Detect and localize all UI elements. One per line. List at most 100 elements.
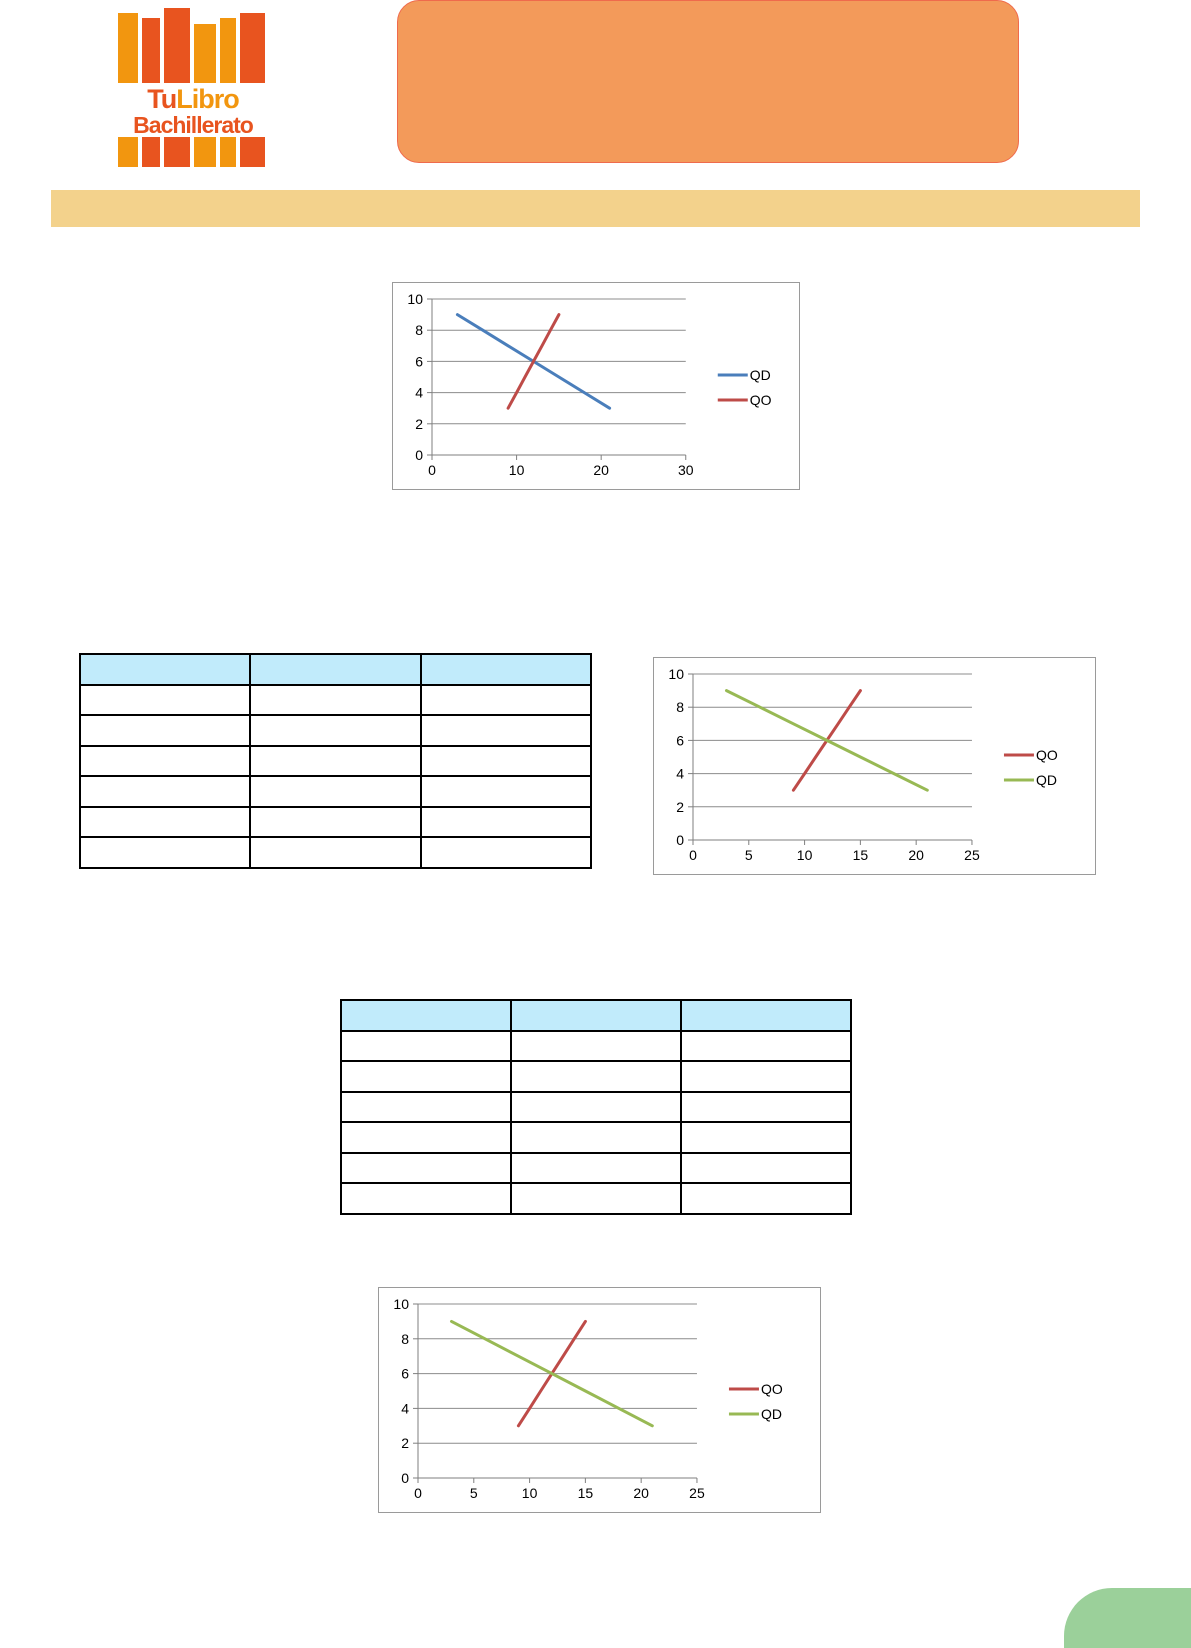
x-tick-label: 15 (853, 847, 869, 863)
x-tick-label: 0 (428, 462, 436, 478)
table-cell (340, 1182, 512, 1215)
y-tick-label: 8 (676, 699, 684, 715)
x-tick-label: 10 (522, 1485, 538, 1501)
logo-libro: Libro (176, 84, 239, 114)
x-tick-label: 0 (689, 847, 697, 863)
y-tick-label: 10 (407, 291, 423, 307)
section-band (51, 190, 1140, 227)
x-tick-label: 20 (908, 847, 924, 863)
page-number-tab (1064, 1588, 1191, 1648)
table-cell (249, 683, 422, 717)
legend-label: QD (761, 1406, 782, 1422)
logo-book-bar (220, 18, 236, 83)
table-cell (419, 775, 593, 808)
title-box (397, 0, 1019, 163)
table-cell (249, 744, 422, 778)
y-tick-label: 2 (401, 1435, 409, 1451)
table-cell (510, 1121, 682, 1154)
table-cell (419, 805, 593, 839)
y-tick-label: 4 (676, 766, 684, 782)
table-row (340, 1182, 852, 1215)
x-tick-label: 20 (593, 462, 609, 478)
table-row (78, 775, 593, 808)
table-cell (419, 683, 593, 717)
table-header-cell (340, 999, 512, 1032)
chart-1-supply-demand: 0 2 4 6 8 10 0 10 20 30 QD QO (392, 282, 800, 490)
y-tick-label: 6 (676, 732, 684, 748)
table-header-row (78, 653, 593, 686)
logo-book-bar (220, 137, 236, 167)
x-tick-label: 10 (797, 847, 813, 863)
table-cell (680, 1121, 852, 1154)
table-cell (510, 1182, 682, 1215)
table-header-cell (419, 653, 593, 686)
y-tick-label: 6 (401, 1366, 409, 1382)
table-cell (78, 775, 252, 808)
y-tick-label: 8 (415, 322, 423, 338)
x-tick-label: 25 (964, 847, 980, 863)
table-cell (78, 836, 252, 869)
legend-label: QO (750, 392, 772, 408)
table-cell (249, 775, 422, 808)
table-cell (78, 683, 252, 717)
table-cell (419, 744, 593, 778)
logo-book-bar (194, 24, 216, 83)
table-cell (340, 1090, 512, 1124)
y-tick-label: 8 (401, 1331, 409, 1347)
chart-frame (392, 282, 800, 490)
table-row (78, 683, 593, 717)
table-cell (510, 1151, 682, 1185)
table-cell (510, 1029, 682, 1063)
table-row (78, 836, 593, 869)
logo-book-bar (118, 13, 138, 83)
table-2 (340, 999, 852, 1215)
series-line-qd (450, 1319, 654, 1428)
x-tick-label: 20 (633, 1485, 649, 1501)
table-cell (510, 1060, 682, 1093)
table-cell (78, 714, 252, 747)
table-header-row (340, 999, 852, 1032)
table-row (340, 1090, 852, 1124)
tulibro-bachillerato-logo: TuLibro Bachillerato (118, 8, 268, 168)
logo-book-bar (240, 13, 265, 83)
table-cell (340, 1121, 512, 1154)
logo-book-bar (142, 137, 160, 167)
x-tick-label: 5 (745, 847, 753, 863)
logo-brand-name: TuLibro (118, 86, 268, 113)
x-tick-label: 15 (578, 1485, 594, 1501)
table-row (78, 744, 593, 778)
logo-book-bar (142, 18, 160, 83)
table-cell (340, 1029, 512, 1063)
table-cell (680, 1060, 852, 1093)
table-cell (249, 836, 422, 869)
logo-book-bar (164, 8, 190, 83)
legend-label: QD (1036, 772, 1057, 788)
table-cell (249, 714, 422, 747)
table-cell (680, 1029, 852, 1063)
y-tick-label: 4 (415, 385, 423, 401)
chart-frame (653, 657, 1096, 875)
y-tick-label: 0 (401, 1470, 409, 1486)
chart-2-supply-demand: 0 2 4 6 8 10 0 5 10 15 20 25 QO QD (653, 657, 1096, 875)
logo-book-bar (240, 137, 265, 167)
table-cell (680, 1182, 852, 1215)
chart-3-supply-demand: 0 2 4 6 8 10 0 5 10 15 20 25 QO QD (378, 1287, 821, 1513)
table-cell (680, 1090, 852, 1124)
x-tick-label: 0 (414, 1485, 422, 1501)
legend-label: QO (761, 1381, 783, 1397)
table-row (340, 1151, 852, 1185)
x-tick-label: 25 (689, 1485, 705, 1501)
table-cell (340, 1151, 512, 1185)
table-header-cell (78, 653, 252, 686)
logo-bachillerato: Bachillerato (133, 112, 254, 138)
legend-label: QO (1036, 747, 1058, 763)
table-header-cell (249, 653, 422, 686)
table-header-cell (510, 999, 682, 1032)
x-tick-label: 10 (509, 462, 525, 478)
table-row (340, 1121, 852, 1154)
table-row (340, 1060, 852, 1093)
y-tick-label: 0 (415, 447, 423, 463)
table-header-cell (680, 999, 852, 1032)
series-line-qo (506, 313, 561, 410)
logo-book-bar (118, 137, 138, 167)
